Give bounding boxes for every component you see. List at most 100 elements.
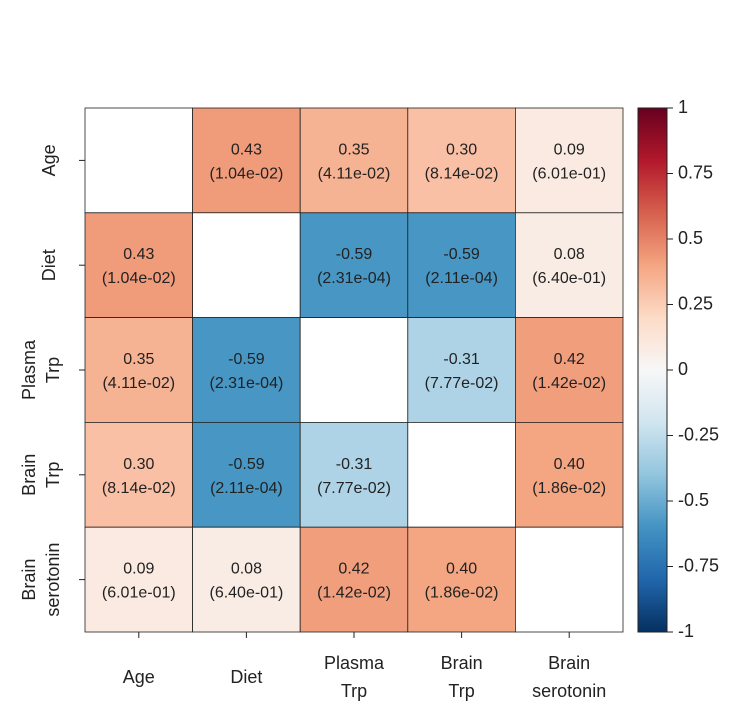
- cell-pvalue-label: (1.86e-02): [425, 585, 499, 602]
- heatmap-cells: 0.43 (1.04e-02) 0.35 (4.11e-02) 0.30 (8.14e-0…: [84, 107, 624, 633]
- x-tick-label: serotonin: [532, 681, 606, 701]
- cell-value-label: 0.30: [123, 456, 154, 473]
- cell-pvalue-label: (2.31e-04): [317, 270, 391, 287]
- cell-value-label: 0.35: [123, 351, 154, 368]
- cell-pvalue-label: (8.14e-02): [425, 165, 499, 182]
- x-tick-label: Diet: [230, 667, 262, 687]
- cell-pvalue-label: (1.04e-02): [102, 270, 176, 287]
- cell-value-label: 0.40: [446, 561, 477, 578]
- cell-value-label: -0.31: [336, 456, 373, 473]
- y-tick-label: Age: [39, 144, 59, 176]
- colorbar-tick-label: -0.5: [678, 490, 709, 510]
- heatmap-cell: [299, 421, 409, 528]
- heatmap-cell: [299, 526, 409, 633]
- heatmap-cell: [299, 212, 409, 319]
- cell-pvalue-label: (1.42e-02): [532, 375, 606, 392]
- heatmap-cell: [192, 526, 301, 633]
- cell-pvalue-label: (1.42e-02): [317, 585, 391, 602]
- y-tick-label-line: Trp: [43, 462, 63, 488]
- heatmap-cell: [192, 107, 301, 214]
- cell-value-label: -0.31: [443, 351, 480, 368]
- colorbar-tick-label: 0.5: [678, 228, 703, 248]
- heatmap-cell: [515, 421, 624, 528]
- colorbar-gradient: [637, 107, 668, 633]
- cell-pvalue-label: (8.14e-02): [102, 480, 176, 497]
- cell-value-label: 0.40: [554, 456, 585, 473]
- heatmap-cell: [515, 107, 624, 214]
- cell-pvalue-label: (2.11e-04): [425, 270, 498, 287]
- cell-value-label: -0.59: [228, 351, 265, 368]
- x-tick-label: Brain: [548, 653, 590, 673]
- heatmap-cell: [192, 317, 301, 423]
- y-tick-label: Diet: [39, 249, 59, 281]
- heatmap-cell: [299, 317, 409, 423]
- heatmap-cell: [84, 212, 193, 319]
- cell-pvalue-label: (4.11e-02): [102, 375, 175, 392]
- cell-pvalue-label: (7.77e-02): [425, 375, 499, 392]
- y-tick-label: Brain serotonin: [19, 543, 63, 617]
- heatmap-cell: [84, 317, 193, 423]
- y-tick-label-line: Plasma: [19, 339, 39, 400]
- y-tick-label-line: Brain: [19, 559, 39, 601]
- cell-value-label: -0.59: [443, 246, 480, 263]
- x-tick-label: Trp: [341, 681, 367, 701]
- cell-pvalue-label: (1.86e-02): [532, 480, 606, 497]
- colorbar-tick-label: -1: [678, 621, 694, 641]
- heatmap-cell: [84, 107, 193, 214]
- cell-value-label: 0.08: [554, 246, 585, 263]
- x-tick-label: Trp: [448, 681, 474, 701]
- colorbar: 1 0.75 0.5 0.25 0 -0.25 -0.5 -0.75 -1: [637, 97, 719, 641]
- cell-pvalue-label: (6.40e-01): [532, 270, 606, 287]
- cell-value-label: 0.30: [446, 141, 477, 158]
- cell-pvalue-label: (6.01e-01): [532, 165, 606, 182]
- colorbar-tick-label: 0: [678, 359, 688, 379]
- heatmap-cell: [407, 526, 516, 633]
- y-tick-label: Plasma Trp: [19, 339, 63, 400]
- cell-pvalue-label: (2.11e-04): [210, 480, 283, 497]
- cell-pvalue-label: (4.11e-02): [318, 165, 391, 182]
- heatmap-cell: [192, 421, 301, 528]
- heatmap-cell: [192, 212, 301, 319]
- cell-value-label: 0.43: [231, 141, 262, 158]
- cell-value-label: 0.42: [338, 561, 369, 578]
- cell-value-label: -0.59: [228, 456, 265, 473]
- cell-pvalue-label: (6.40e-01): [209, 585, 283, 602]
- heatmap-cell: [407, 212, 516, 319]
- cell-value-label: 0.43: [123, 246, 154, 263]
- cell-value-label: 0.09: [123, 561, 154, 578]
- y-tick-label: Brain Trp: [19, 454, 63, 496]
- cell-pvalue-label: (6.01e-01): [102, 585, 176, 602]
- x-tick-label: Age: [123, 667, 155, 687]
- colorbar-tick-label: 1: [678, 97, 688, 117]
- heatmap-cell: [515, 212, 624, 319]
- cell-pvalue-label: (2.31e-04): [209, 375, 283, 392]
- heatmap-cell: [407, 317, 516, 423]
- colorbar-tick-label: -0.25: [678, 424, 719, 444]
- heatmap-cell: [515, 317, 624, 423]
- heatmap-cell: [515, 526, 624, 633]
- y-tick-label-line: Trp: [43, 357, 63, 383]
- cell-pvalue-label: (1.04e-02): [209, 165, 283, 182]
- colorbar-tick-label: 0.25: [678, 293, 713, 313]
- x-tick-label: Plasma: [324, 653, 385, 673]
- heatmap-cell: [84, 421, 193, 528]
- heatmap-cell: [407, 107, 516, 214]
- cell-value-label: 0.08: [231, 561, 262, 578]
- y-tick-label-line: serotonin: [43, 543, 63, 617]
- heatmap-cell: [299, 107, 409, 214]
- y-tick-label-line: Diet: [39, 249, 59, 281]
- y-tick-label-line: Age: [39, 144, 59, 176]
- cell-value-label: 0.42: [554, 351, 585, 368]
- colorbar-tick-label: 0.75: [678, 162, 713, 182]
- cell-value-label: -0.59: [336, 246, 373, 263]
- y-tick-label-line: Brain: [19, 454, 39, 496]
- x-tick-label: Brain: [441, 653, 483, 673]
- heatmap-cell: [407, 421, 516, 528]
- cell-value-label: 0.35: [338, 141, 369, 158]
- cell-pvalue-label: (7.77e-02): [317, 480, 391, 497]
- x-axis-labels: Age Diet Plasma Trp Brain Trp Brain serotonin: [123, 632, 606, 701]
- colorbar-tick-label: -0.75: [678, 555, 719, 575]
